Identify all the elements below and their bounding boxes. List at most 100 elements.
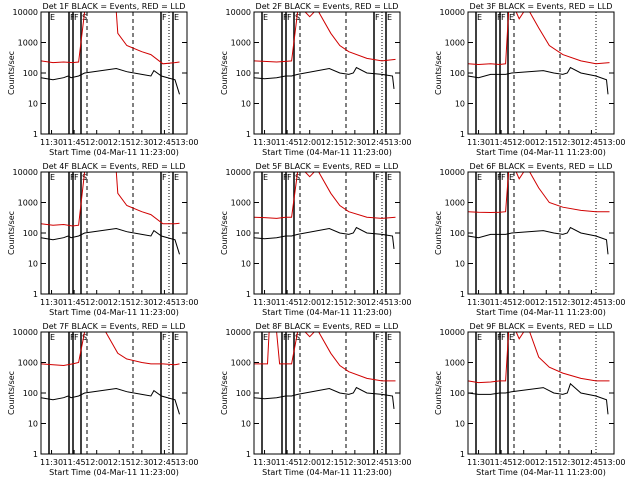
chart-panel: Det 3F BLACK = Events, RED = LLDEFFE1101… — [434, 2, 626, 157]
event-marker-label: E — [387, 13, 392, 22]
event-marker-label: F — [287, 173, 292, 182]
event-marker-label: E — [50, 13, 55, 22]
x-tick-label: 13:00 — [175, 298, 198, 307]
x-tick-label: 13:00 — [175, 138, 198, 147]
event-marker-label: E — [263, 333, 268, 342]
y-tick-label: 1 — [33, 450, 38, 459]
lld-series-line — [467, 331, 610, 384]
event-marker-label: E — [263, 173, 268, 182]
y-tick-label: 1000 — [445, 359, 465, 368]
y-tick-label: 10 — [455, 100, 465, 109]
y-tick-label: 10 — [28, 420, 38, 429]
x-tick-label: 11:30 — [467, 458, 490, 467]
x-tick-label: 11:45 — [490, 298, 513, 307]
event-marker-label: E — [509, 333, 514, 342]
y-tick-label: 1000 — [231, 39, 251, 48]
y-axis-label: Counts/sec — [7, 211, 16, 255]
x-tick-label: 12:45 — [366, 138, 389, 147]
events-series-line — [467, 226, 609, 255]
y-tick-label: 1 — [33, 290, 38, 299]
events-series-line — [467, 66, 609, 95]
event-marker-label: E — [263, 13, 268, 22]
chart-title: Det 8F BLACK = Events, RED = LLD — [256, 322, 399, 331]
y-tick-label: 1 — [246, 450, 251, 459]
x-tick-label: 12:15 — [321, 298, 344, 307]
y-axis-label: Counts/sec — [7, 51, 16, 95]
x-tick-label: 11:30 — [253, 298, 276, 307]
y-tick-label: 1000 — [18, 359, 38, 368]
event-marker-label: S — [295, 333, 300, 342]
x-axis-label: Start Time (04-Mar-11 11:23:00) — [49, 468, 179, 477]
event-marker-label: F — [375, 333, 380, 342]
event-marker-label: F — [74, 173, 79, 182]
y-tick-label: 1 — [246, 130, 251, 139]
y-tick-label: 10000 — [13, 328, 38, 337]
y-tick-label: 10000 — [13, 8, 38, 17]
chart-title: Det 4F BLACK = Events, RED = LLD — [43, 162, 186, 171]
x-tick-label: 12:30 — [130, 298, 153, 307]
y-tick-label: 1 — [246, 290, 251, 299]
event-marker-label: E — [174, 13, 179, 22]
event-marker-label: S — [295, 13, 300, 22]
event-marker-label: E — [509, 173, 514, 182]
x-tick-label: 11:30 — [40, 458, 63, 467]
plot-frame — [40, 11, 188, 135]
event-marker-label: F — [287, 13, 292, 22]
x-tick-label: 13:00 — [388, 298, 411, 307]
y-tick-label: 100 — [450, 389, 465, 398]
event-marker-label: S — [295, 173, 300, 182]
y-tick-label: 100 — [236, 229, 251, 238]
chart-title: Det 1F BLACK = Events, RED = LLD — [43, 2, 186, 11]
x-axis-label: Start Time (04-Mar-11 11:23:00) — [262, 468, 392, 477]
events-series-line — [253, 226, 395, 249]
x-tick-label: 11:30 — [40, 138, 63, 147]
y-tick-label: 10 — [241, 260, 251, 269]
event-marker-label: S — [82, 333, 87, 342]
x-axis-label: Start Time (04-Mar-11 11:23:00) — [49, 308, 179, 317]
event-marker-label: F — [162, 333, 167, 342]
y-tick-label: 10 — [241, 420, 251, 429]
y-tick-label: 1 — [33, 130, 38, 139]
event-marker-label: F — [162, 13, 167, 22]
y-tick-label: 100 — [23, 69, 38, 78]
x-tick-label: 12:15 — [108, 458, 131, 467]
chart-panel: Det 8F BLACK = Events, RED = LLDEFFSFE11… — [220, 322, 412, 477]
x-axis-label: Start Time (04-Mar-11 11:23:00) — [262, 148, 392, 157]
lld-series-line — [253, 11, 396, 63]
y-tick-label: 1 — [460, 130, 465, 139]
x-axis-label: Start Time (04-Mar-11 11:23:00) — [476, 148, 606, 157]
y-tick-label: 10 — [455, 260, 465, 269]
y-tick-label: 10000 — [226, 328, 251, 337]
x-tick-label: 13:00 — [388, 138, 411, 147]
lld-series-line — [40, 331, 180, 367]
x-tick-label: 12:45 — [366, 458, 389, 467]
x-tick-label: 11:30 — [253, 138, 276, 147]
y-tick-label: 1 — [460, 450, 465, 459]
events-series-line — [253, 386, 395, 409]
x-tick-label: 11:30 — [40, 298, 63, 307]
x-tick-label: 11:45 — [63, 138, 86, 147]
y-axis-label: Counts/sec — [220, 211, 229, 255]
x-tick-label: 12:45 — [153, 138, 176, 147]
chart-title: Det 9F BLACK = Events, RED = LLD — [470, 322, 613, 331]
x-tick-label: 11:45 — [276, 458, 299, 467]
y-axis-label: Counts/sec — [220, 51, 229, 95]
event-marker-label: E — [509, 13, 514, 22]
x-tick-label: 13:00 — [602, 458, 625, 467]
x-tick-label: 11:45 — [63, 298, 86, 307]
x-tick-label: 13:00 — [602, 138, 625, 147]
events-series-line — [40, 227, 180, 255]
y-tick-label: 100 — [236, 69, 251, 78]
y-tick-label: 10000 — [440, 328, 465, 337]
y-tick-label: 100 — [450, 229, 465, 238]
x-tick-label: 12:30 — [557, 458, 580, 467]
event-marker-label: F — [375, 173, 380, 182]
chart-panel: Det 6F BLACK = Events, RED = LLDEFFE1101… — [434, 162, 626, 317]
x-tick-label: 12:30 — [343, 298, 366, 307]
event-marker-label: F — [162, 173, 167, 182]
x-tick-label: 11:45 — [490, 138, 513, 147]
event-marker-label: F — [287, 333, 292, 342]
x-tick-label: 12:00 — [298, 138, 321, 147]
event-marker-label: E — [477, 173, 482, 182]
